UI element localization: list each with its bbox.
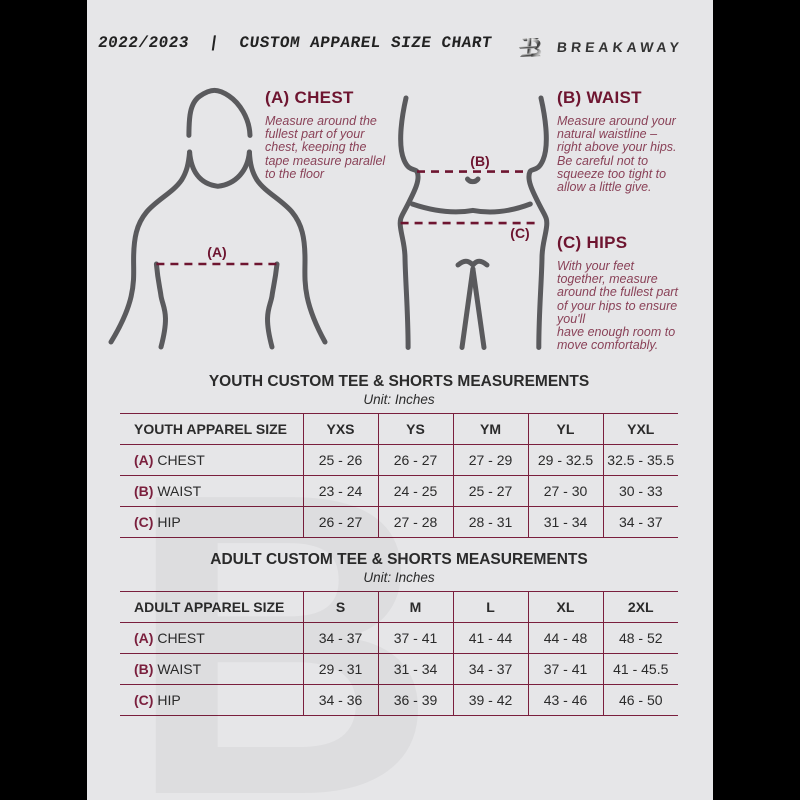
svg-text:(C): (C)	[510, 225, 529, 241]
svg-text:(A): (A)	[207, 244, 226, 260]
svg-text:(B): (B)	[470, 153, 489, 169]
